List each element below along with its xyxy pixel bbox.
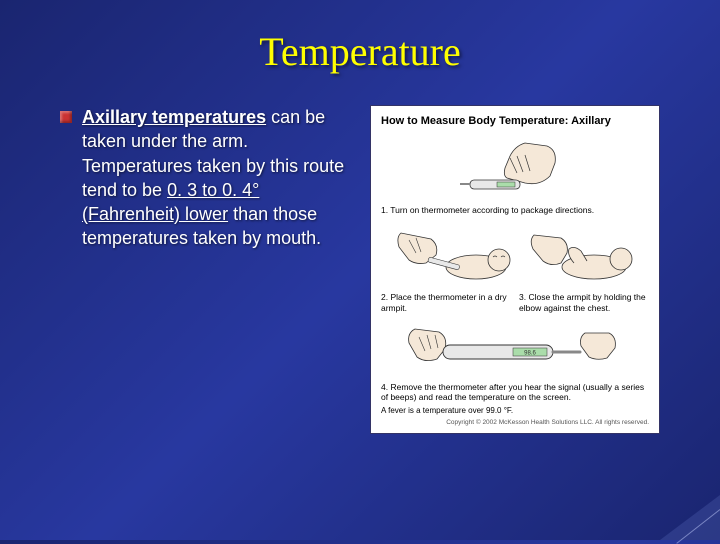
- figure-title: How to Measure Body Temperature: Axillar…: [381, 114, 649, 128]
- slide-title: Temperature: [0, 0, 720, 75]
- figure-row-1: 1. Turn on thermometer according to pack…: [381, 134, 649, 215]
- figure-cell-3: 3. Close the armpit by holding the elbow…: [519, 221, 649, 312]
- bullet-icon: [60, 111, 72, 123]
- baby-closed-armpit-icon: [519, 221, 649, 289]
- figure-row-2: 2. Place the thermometer in a dry armpit…: [381, 221, 649, 312]
- thermometer-hand-icon: [381, 134, 649, 202]
- baby-armpit-icon: [381, 221, 511, 289]
- figure-caption-2: 2. Place the thermometer in a dry armpit…: [381, 292, 511, 312]
- thermometer-reading-icon: 98.6: [381, 319, 649, 379]
- figure-caption-4: 4. Remove the thermometer after you hear…: [381, 382, 649, 402]
- bullet-item: Axillary temperatures can be taken under…: [60, 105, 350, 251]
- figure-footer: A fever is a temperature over 99.0 °F.: [381, 406, 649, 416]
- text-column: Axillary temperatures can be taken under…: [60, 105, 350, 434]
- figure-cell-1: 1. Turn on thermometer according to pack…: [381, 134, 649, 215]
- figure-cell-2: 2. Place the thermometer in a dry armpit…: [381, 221, 511, 312]
- figure-caption-3: 3. Close the armpit by holding the elbow…: [519, 292, 649, 312]
- figure-row-3: 98.6 4. Remove the thermometer after you…: [381, 319, 649, 402]
- instruction-figure: How to Measure Body Temperature: Axillar…: [370, 105, 660, 434]
- figure-copyright: Copyright © 2002 McKesson Health Solutio…: [381, 419, 649, 427]
- lead-phrase: Axillary temperatures: [82, 107, 266, 127]
- svg-text:98.6: 98.6: [524, 351, 536, 357]
- figure-caption-1: 1. Turn on thermometer according to pack…: [381, 205, 649, 215]
- content-area: Axillary temperatures can be taken under…: [0, 75, 720, 434]
- bullet-text: Axillary temperatures can be taken under…: [82, 105, 350, 251]
